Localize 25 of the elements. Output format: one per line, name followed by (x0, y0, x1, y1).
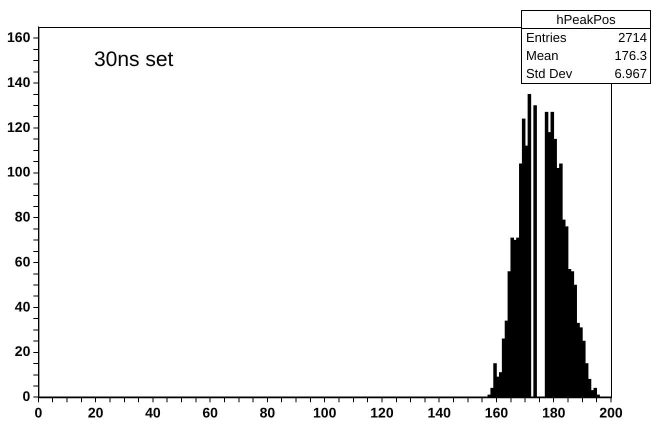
y-tick-label: 100 (7, 164, 31, 180)
x-tick-label: 20 (88, 404, 104, 420)
y-tick-label: 80 (14, 208, 31, 225)
y-tick-label: 160 (7, 29, 31, 46)
x-tick-label: 120 (370, 404, 394, 420)
y-tick-label: 120 (7, 118, 31, 135)
annotation: hPeakPos (522, 11, 650, 29)
y-tick-label: 20 (14, 343, 31, 360)
text: Entries 2714 (526, 30, 647, 45)
x-tick-label: 40 (145, 404, 161, 420)
text: Mean 176.3 (526, 48, 647, 63)
y-tick-label: 0 (22, 388, 31, 404)
x-tick-label: 140 (428, 404, 452, 420)
x-tick-label: 60 (202, 404, 218, 420)
y-tick-label: 140 (7, 74, 31, 90)
y-tick-label: 60 (14, 253, 31, 270)
x-tick-label: 200 (599, 404, 623, 420)
x-tick-label: 180 (542, 404, 566, 420)
x-tick-label: 160 (484, 404, 508, 420)
x-tick-label: 0 (34, 404, 42, 420)
text: Std Dev 6.967 (526, 66, 647, 81)
x-tick-label: 100 (313, 404, 337, 420)
x-tick-label: 80 (260, 404, 276, 420)
annotation: 30ns set (94, 48, 174, 72)
y-tick-label: 40 (14, 298, 31, 314)
